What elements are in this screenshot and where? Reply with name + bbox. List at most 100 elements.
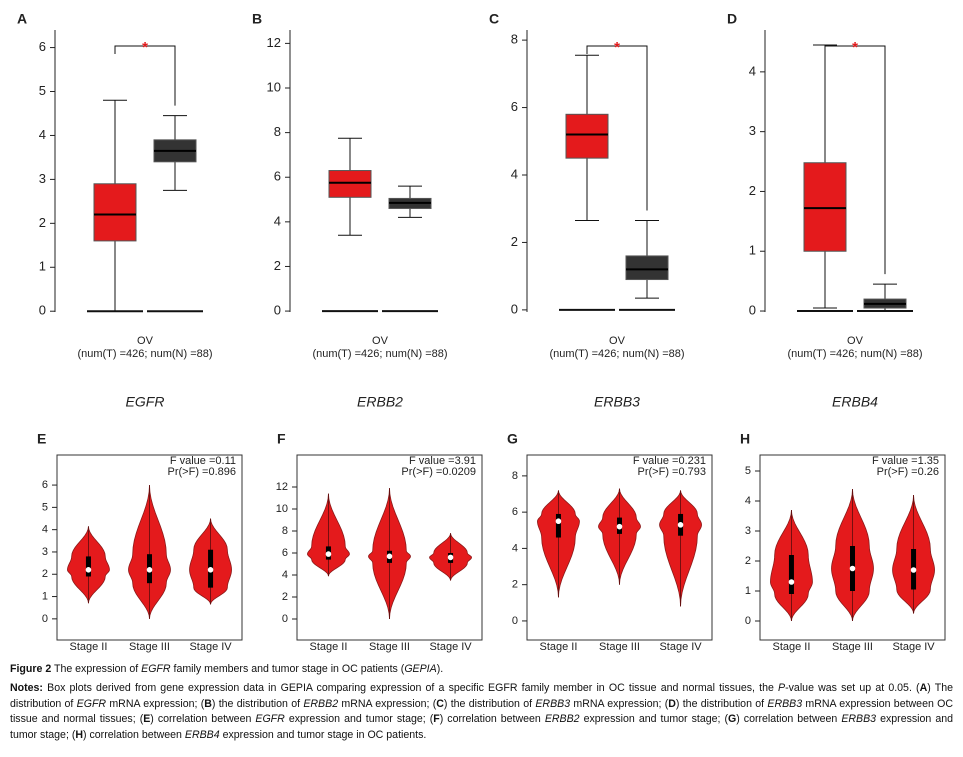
x-tick-label: Stage II	[539, 641, 577, 653]
stat-line: F value =0.11	[170, 455, 236, 467]
x-tick-label: Stage II	[772, 641, 810, 653]
y-tick-label: 4	[42, 524, 48, 536]
y-tick-label: 1	[42, 590, 48, 602]
plot-frame	[759, 454, 946, 641]
box	[803, 162, 847, 252]
caption-run: ) the distribution of	[675, 697, 768, 710]
caption-run: Notes:	[10, 682, 43, 694]
caption-run: A	[919, 682, 928, 694]
y-tick-label: 12	[276, 481, 288, 493]
median-dot	[910, 567, 917, 573]
y-tick-label: 3	[749, 123, 756, 138]
caption-run: H	[75, 728, 84, 741]
y-tick-label: 5	[39, 83, 46, 98]
caption-run: ) correlation between	[439, 713, 545, 726]
caption-run: G	[728, 713, 737, 726]
y-tick-label: 0	[274, 303, 281, 318]
y-tick-label: 0	[511, 301, 518, 316]
y-tick-label: 6	[282, 547, 288, 559]
caption-run: ERBB3	[841, 713, 877, 726]
y-tick-label: 8	[511, 32, 518, 47]
y-tick-label: 4	[511, 166, 518, 181]
plot-frame	[526, 454, 713, 641]
x-sublabel: (num(T) =426; num(N) =88)	[77, 348, 212, 360]
gene-name: EGFR	[126, 394, 165, 410]
y-tick-label: 8	[512, 470, 518, 482]
y-tick-label: 5	[745, 465, 751, 477]
y-tick-label: 4	[39, 127, 46, 142]
stat-line: Pr(>F) =0.793	[638, 466, 706, 478]
panel-label: F	[277, 431, 286, 447]
caption-run: ERBB2	[303, 697, 339, 710]
y-tick-label: 2	[42, 568, 48, 580]
y-tick-label: 4	[512, 542, 518, 554]
caption-run: D	[668, 697, 676, 710]
significance-bracket	[586, 45, 648, 211]
panel-label: D	[727, 11, 737, 27]
panel-label: E	[37, 431, 46, 447]
caption-run: ) The distribution of	[10, 682, 953, 710]
panel-label: A	[17, 11, 27, 27]
caption-run: mRNA expression; (	[106, 697, 205, 710]
y-tick-label: 4	[745, 495, 751, 507]
y-tick-label: 2	[511, 234, 518, 249]
y-tick-label: 2	[512, 579, 518, 591]
stat-line: F value =1.35	[872, 455, 939, 467]
plot-frame	[296, 454, 483, 641]
caption-run: P	[778, 682, 786, 694]
x-tick-label: Stage IV	[429, 641, 472, 653]
quartile-box	[555, 513, 561, 538]
caption-run: GEPIA	[404, 663, 437, 675]
stat-line: Pr(>F) =0.896	[168, 466, 236, 478]
median-dot	[555, 518, 562, 525]
y-tick-label: 3	[745, 525, 751, 537]
gene-name: ERBB4	[832, 394, 878, 410]
y-tick-label: 5	[42, 501, 48, 513]
y-tick-label: 2	[282, 591, 288, 603]
y-tick-label: 0	[42, 613, 48, 625]
gene-name: ERBB3	[594, 394, 640, 410]
stat-line: F value =0.231	[633, 455, 706, 467]
caption-notes: Notes: Box plots derived from gene expre…	[10, 681, 953, 743]
significance: *	[614, 39, 620, 56]
caption-run: expression and tumor stage in OC patient…	[219, 728, 427, 741]
caption-run: mRNA expression between OC tissue and no…	[10, 697, 954, 726]
caption-run: expression and tumor stage; (	[284, 713, 434, 726]
stat-line: Pr(>F) =0.26	[877, 466, 939, 478]
x-tick-label: Stage IV	[189, 641, 232, 653]
caption-run: C	[436, 697, 444, 710]
panel-label: G	[507, 431, 518, 447]
caption-run: B	[204, 697, 212, 710]
median-dot	[788, 579, 795, 585]
y-tick-label: 2	[274, 258, 281, 273]
x-tick-label: Stage II	[309, 641, 347, 653]
y-tick-label: 4	[749, 63, 756, 78]
y-tick-label: 1	[39, 259, 46, 274]
caption-run: ) correlation between	[83, 728, 185, 741]
y-tick-label: 6	[511, 99, 518, 114]
significance: *	[142, 39, 148, 56]
y-tick-label: 6	[274, 169, 281, 184]
caption-run: mRNA expression; (	[570, 697, 669, 710]
y-tick-label: 1	[745, 585, 751, 597]
caption-run: EGFR	[76, 697, 107, 710]
caption-run: ERBB2	[544, 713, 580, 726]
caption-run: EGFR	[255, 713, 285, 726]
quartile-box	[788, 555, 794, 594]
panel-label: B	[252, 11, 262, 27]
y-tick-label: 8	[282, 525, 288, 537]
median-dot	[325, 551, 332, 557]
median-dot	[616, 523, 623, 530]
caption-run: ) the distribution of	[211, 697, 304, 710]
y-tick-label: 0	[749, 302, 756, 317]
y-tick-label: 6	[42, 479, 48, 491]
box	[565, 113, 609, 159]
x-tick-label: Stage IV	[659, 641, 702, 653]
y-tick-label: 3	[42, 546, 48, 558]
stat-line: Pr(>F) =0.0209	[401, 466, 476, 478]
y-tick-label: 4	[282, 569, 288, 581]
x-tick-label: Stage III	[832, 641, 873, 653]
y-tick-label: 2	[749, 183, 756, 198]
